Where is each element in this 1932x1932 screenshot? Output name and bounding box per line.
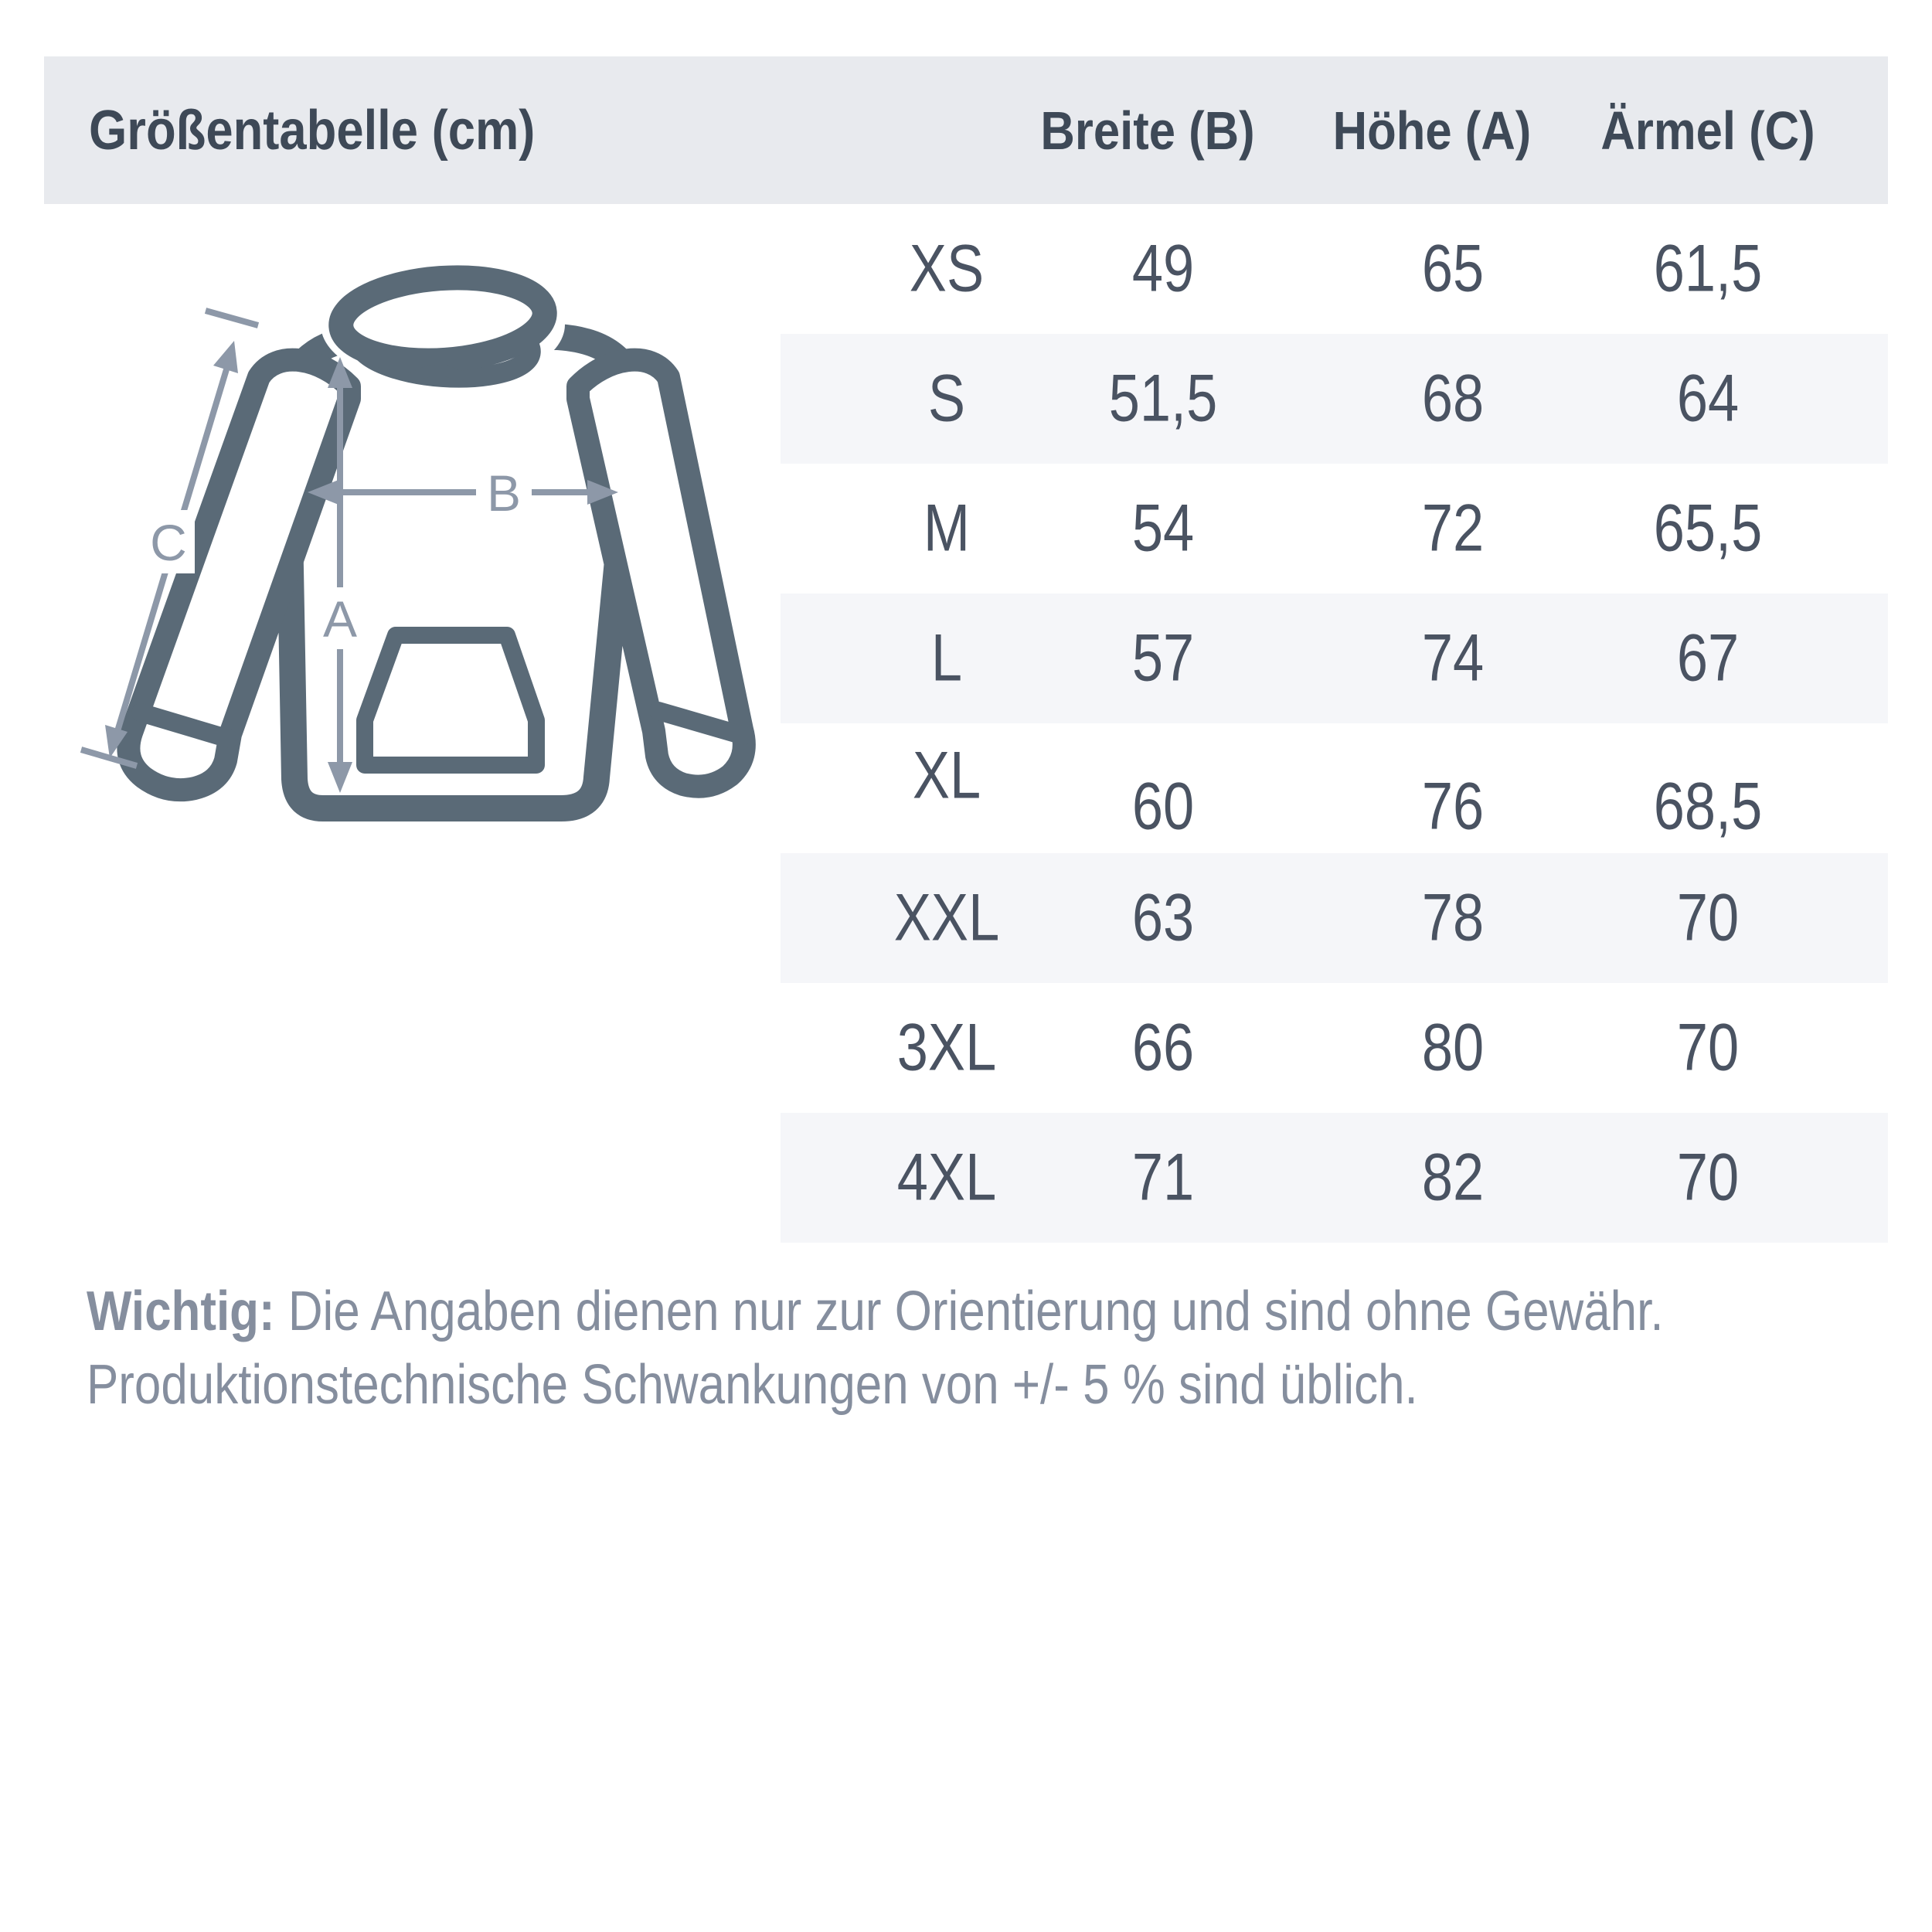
size-label: M [923,491,971,566]
breite-value: 66 [1131,1010,1195,1085]
disclaimer-note: Wichtig: Die Angaben dienen nur zur Orie… [87,1275,1910,1422]
size-label: 4XL [896,1140,997,1215]
breite-value: 57 [1131,621,1195,696]
breite-value: 60 [1131,769,1195,844]
size-label: 3XL [896,1010,997,1085]
column-header-aermel: Ärmel (C) [1600,100,1815,161]
aermel-value: 68,5 [1653,769,1763,844]
table-row-xxl: XXL 63 78 70 [781,853,1888,983]
breite-value: 54 [1131,491,1195,566]
measurement-arrow-c: C [80,308,260,769]
size-label: S [927,361,966,436]
aermel-value: 70 [1676,1140,1740,1215]
aermel-value: 64 [1676,361,1740,436]
label-b: B [487,464,521,522]
table-row-m: M 54 72 65,5 [781,464,1888,594]
note-line-2: Produktionstechnische Schwankungen von +… [87,1354,1418,1416]
aermel-value: 70 [1676,880,1740,955]
hoehe-value: 76 [1421,769,1485,844]
column-header-breite: Breite (B) [1040,100,1255,161]
table-row-l: L 57 74 67 [781,594,1888,723]
table-row-s: S 51,5 68 64 [781,334,1888,464]
column-header-hoehe: Höhe (A) [1332,100,1532,161]
aermel-value: 61,5 [1653,231,1763,306]
measurement-arrow-a: A [314,357,366,793]
label-a: A [323,590,357,648]
table-row-xs: XS 49 65 61,5 [781,204,1888,334]
hoehe-value: 68 [1421,361,1485,436]
breite-value: 63 [1131,880,1195,955]
breite-value: 49 [1131,231,1195,306]
size-label: L [930,621,963,696]
table-header-bar: Größentabelle (cm) Breite (B) Höhe (A) Ä… [44,56,1888,204]
aermel-value: 70 [1676,1010,1740,1085]
aermel-value: 65,5 [1653,491,1763,566]
hoehe-value: 80 [1421,1010,1485,1085]
size-label: XL [912,738,981,813]
hoehe-value: 74 [1421,621,1485,696]
table-row-4xl: 4XL 71 82 70 [781,1113,1888,1243]
hoodie-outline-icon [117,263,756,821]
note-line-1: Wichtig: Die Angaben dienen nur zur Orie… [87,1281,1664,1342]
aermel-value: 67 [1676,621,1740,696]
size-label: XS [909,231,985,306]
hoehe-value: 82 [1421,1140,1485,1215]
label-c: C [150,514,187,571]
note-bold: Wichtig: [87,1281,275,1342]
breite-value: 71 [1131,1140,1195,1215]
size-label: XXL [893,880,1000,955]
table-row-xl: XL 60 76 68,5 [781,723,1888,853]
breite-value: 51,5 [1108,361,1218,436]
hoehe-value: 65 [1421,231,1485,306]
hoehe-value: 72 [1421,491,1485,566]
table-row-3xl: 3XL 66 80 70 [781,983,1888,1113]
hoehe-value: 78 [1421,880,1485,955]
page-title: Größentabelle (cm) [89,99,536,162]
measurement-arrow-b: B [308,461,618,524]
